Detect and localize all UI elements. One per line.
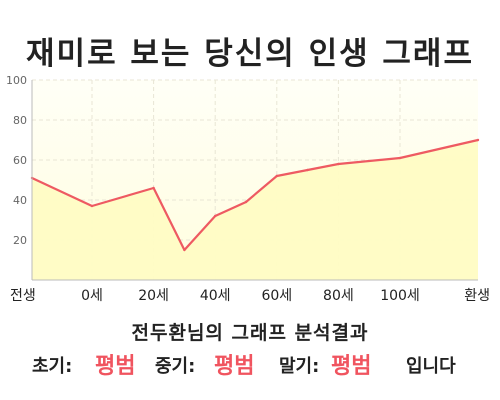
x-tick-label-5: 80세 [323,288,354,304]
data-point-60세 [275,174,278,178]
late-label: 말기: [279,356,320,377]
data-point-20세 [152,186,155,190]
series-area [32,140,478,280]
data-point-0세 [90,204,94,208]
data-point-100세 [398,156,402,160]
mid-value: 평범 [214,354,255,379]
late-value: 평범 [331,354,372,379]
x-tick-label-1: 0세 [81,288,103,304]
y-tick-label-100: 100 [6,74,27,87]
early-label: 초기: [32,356,73,377]
x-tick-label-4: 60세 [261,288,292,304]
data-point-70세 [306,168,309,172]
x-tick-label-6: 100세 [380,288,420,304]
data-point-80세 [337,162,340,166]
verdict-suffix: 입니다 [406,356,456,377]
y-tick-label-40: 40 [13,194,27,207]
data-point-50세 [244,200,248,204]
early-value: 평범 [95,354,136,379]
life-graph-chart: 20 40 60 80 100 전생 0세 20세 40세 60세 80세 100세 환생 [6,74,490,304]
data-point-40세 [214,214,217,218]
mid-label: 중기: [155,356,196,377]
analysis-verdict: 초기: 평범 중기: 평범 말기: 평범 입니다 [0,346,500,380]
y-tick-label-20: 20 [13,234,27,247]
page-title: 재미로 보는 당신의 인생 그래프 [26,36,474,72]
data-point-환생 [476,138,480,142]
data-point-30세 [183,248,186,252]
x-tick-label-3: 40세 [200,288,231,304]
x-tick-label-7: 환생 [464,288,490,304]
analysis-caption: 전두환님의 그래프 분석결과 [131,322,369,344]
x-tick-label-0: 전생 [10,288,36,304]
x-tick-label-2: 20세 [138,288,169,304]
y-tick-label-80: 80 [13,114,27,127]
y-tick-label-60: 60 [13,154,27,167]
